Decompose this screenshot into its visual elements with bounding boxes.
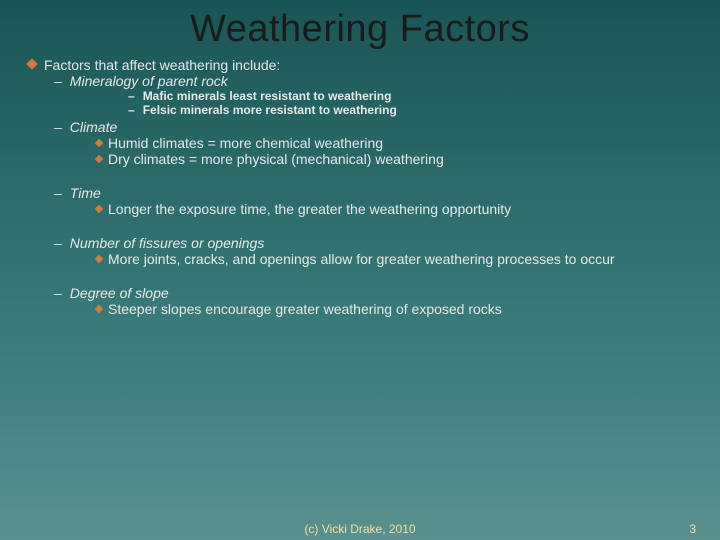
diamond-icon	[26, 59, 37, 70]
sub-bold-item: –Felsic minerals more resistant to weath…	[128, 103, 700, 117]
factor-label: Climate	[70, 119, 117, 135]
factor-time: –Time	[54, 185, 700, 201]
intro-line: Factors that affect weathering include:	[28, 57, 700, 73]
factor-label: Degree of slope	[70, 285, 169, 301]
sub-item: Humid climates = more chemical weatherin…	[96, 135, 700, 151]
factor-slope: –Degree of slope	[54, 285, 700, 301]
factor-label: Time	[70, 185, 101, 201]
sub-item: Dry climates = more physical (mechanical…	[96, 151, 700, 167]
factor-climate: –Climate	[54, 119, 700, 135]
sub-item: More joints, cracks, and openings allow …	[96, 251, 700, 267]
diamond-icon	[95, 305, 103, 313]
factor-fissures: –Number of fissures or openings	[54, 235, 700, 251]
diamond-icon	[95, 139, 103, 147]
diamond-icon	[95, 255, 103, 263]
diamond-icon	[95, 155, 103, 163]
factor-label: Mineralogy of parent rock	[70, 73, 228, 89]
slide-title: Weathering Factors	[0, 0, 720, 51]
factor-label: Number of fissures or openings	[70, 235, 265, 251]
intro-text: Factors that affect weathering include:	[44, 57, 280, 73]
copyright-text: (c) Vicki Drake, 2010	[304, 522, 415, 536]
sub-item: Steeper slopes encourage greater weather…	[96, 301, 700, 317]
sub-item: Longer the exposure time, the greater th…	[96, 201, 700, 217]
factor-mineralogy: –Mineralogy of parent rock	[54, 73, 700, 89]
slide-body: Factors that affect weathering include: …	[0, 51, 720, 317]
diamond-icon	[95, 205, 103, 213]
page-number: 3	[689, 522, 696, 536]
sub-bold-item: –Mafic minerals least resistant to weath…	[128, 89, 700, 103]
